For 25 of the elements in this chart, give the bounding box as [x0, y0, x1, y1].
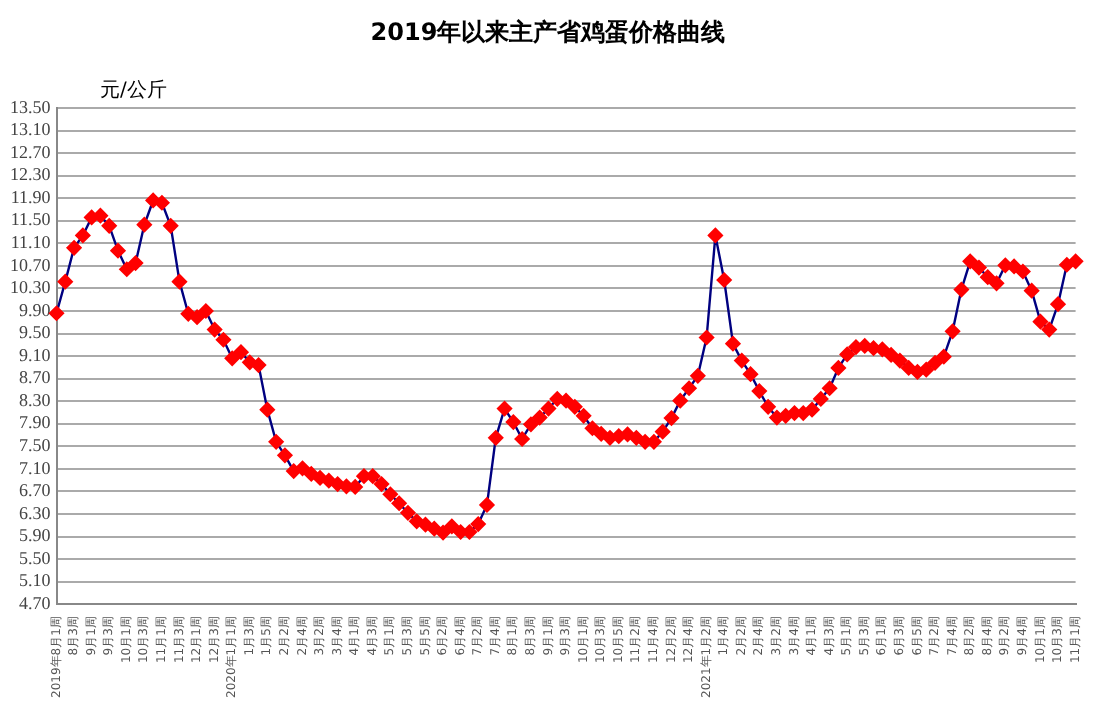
y-tick-label: 11.10 [10, 232, 52, 253]
y-tick-label: 11.90 [10, 186, 52, 207]
y-tick-label: 13.50 [10, 96, 52, 117]
y-tick-label: 9.50 [19, 322, 52, 343]
y-tick-label: 9.10 [19, 344, 52, 365]
y-tick-label: 10.70 [10, 254, 52, 275]
y-tick-label: 10.30 [10, 277, 52, 298]
y-tick-label: 13.10 [10, 119, 52, 140]
chart-title: 2019年以来主产省鸡蛋价格曲线 [368, 16, 728, 50]
y-tick-label: 9.90 [19, 299, 52, 320]
y-tick-label: 11.50 [10, 209, 52, 230]
y-tick-label: 6.70 [19, 480, 52, 501]
y-tick-label: 5.10 [19, 570, 52, 591]
y-tick-label: 6.30 [19, 502, 52, 523]
y-axis-title: 元/公斤 [100, 77, 167, 104]
y-tick-label: 7.50 [19, 435, 52, 456]
y-tick-label: 7.90 [19, 412, 52, 433]
y-tick-label: 8.70 [19, 367, 52, 388]
y-tick-label: 8.30 [19, 389, 52, 410]
y-tick-label: 12.30 [10, 164, 52, 185]
y-tick-label: 12.70 [10, 141, 52, 162]
y-tick-label: 5.50 [19, 547, 52, 568]
y-tick-label: 5.90 [19, 525, 52, 546]
y-tick-label: 4.70 [19, 592, 52, 613]
y-tick-label: 7.10 [19, 457, 52, 478]
